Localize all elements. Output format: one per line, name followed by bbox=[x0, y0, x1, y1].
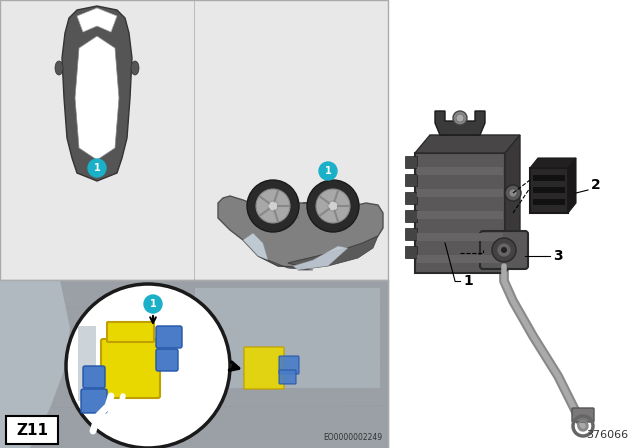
FancyBboxPatch shape bbox=[81, 389, 107, 413]
Ellipse shape bbox=[505, 185, 521, 201]
Text: EO0000002249: EO0000002249 bbox=[323, 433, 382, 442]
Circle shape bbox=[256, 189, 290, 223]
Bar bbox=[417, 233, 503, 241]
Polygon shape bbox=[0, 280, 70, 448]
Bar bbox=[405, 192, 417, 204]
Bar bbox=[417, 189, 503, 197]
Text: 3: 3 bbox=[553, 249, 563, 263]
Text: 1: 1 bbox=[93, 163, 100, 173]
Polygon shape bbox=[505, 135, 520, 273]
Polygon shape bbox=[243, 233, 268, 260]
Circle shape bbox=[501, 247, 507, 253]
Polygon shape bbox=[415, 135, 520, 153]
Bar bbox=[405, 228, 417, 240]
Text: 1: 1 bbox=[324, 166, 332, 176]
FancyBboxPatch shape bbox=[6, 416, 58, 444]
Polygon shape bbox=[530, 158, 576, 168]
Polygon shape bbox=[218, 196, 383, 268]
Ellipse shape bbox=[55, 61, 63, 75]
Text: 376066: 376066 bbox=[586, 430, 628, 440]
Text: 1: 1 bbox=[150, 299, 156, 309]
FancyBboxPatch shape bbox=[279, 370, 296, 384]
Bar bbox=[405, 246, 417, 258]
Bar bbox=[405, 174, 417, 186]
Bar bbox=[0, 280, 388, 448]
Bar bbox=[405, 156, 417, 168]
Polygon shape bbox=[435, 111, 485, 135]
Text: 2: 2 bbox=[591, 178, 601, 192]
Circle shape bbox=[144, 295, 162, 313]
Ellipse shape bbox=[509, 189, 517, 197]
FancyBboxPatch shape bbox=[83, 366, 105, 388]
Bar bbox=[78, 326, 96, 401]
FancyBboxPatch shape bbox=[101, 339, 160, 398]
FancyBboxPatch shape bbox=[244, 347, 284, 389]
Circle shape bbox=[492, 238, 516, 262]
Polygon shape bbox=[62, 6, 132, 181]
Bar bbox=[0, 0, 388, 448]
FancyBboxPatch shape bbox=[480, 231, 528, 269]
Ellipse shape bbox=[131, 61, 139, 75]
Circle shape bbox=[247, 180, 299, 232]
Bar bbox=[195, 288, 380, 388]
Polygon shape bbox=[293, 246, 348, 270]
Bar bbox=[533, 199, 565, 205]
Polygon shape bbox=[77, 8, 117, 32]
Bar bbox=[417, 211, 503, 219]
Polygon shape bbox=[258, 236, 378, 270]
FancyBboxPatch shape bbox=[156, 349, 178, 371]
Circle shape bbox=[319, 162, 337, 180]
Circle shape bbox=[328, 201, 338, 211]
FancyBboxPatch shape bbox=[279, 356, 299, 374]
Circle shape bbox=[268, 201, 278, 211]
Bar bbox=[405, 210, 417, 222]
FancyBboxPatch shape bbox=[156, 326, 182, 348]
Bar bbox=[530, 168, 568, 213]
Bar bbox=[415, 153, 505, 273]
Circle shape bbox=[66, 284, 230, 448]
Circle shape bbox=[497, 243, 511, 257]
Polygon shape bbox=[568, 158, 576, 213]
Bar bbox=[417, 255, 503, 263]
Bar bbox=[533, 187, 565, 193]
FancyBboxPatch shape bbox=[107, 322, 154, 342]
FancyBboxPatch shape bbox=[572, 408, 594, 422]
Circle shape bbox=[456, 114, 464, 122]
Polygon shape bbox=[75, 36, 119, 160]
Circle shape bbox=[453, 111, 467, 125]
Circle shape bbox=[88, 159, 106, 177]
Text: 1: 1 bbox=[463, 274, 473, 288]
Bar bbox=[533, 175, 565, 181]
Circle shape bbox=[316, 189, 350, 223]
Bar bbox=[417, 167, 503, 175]
Text: Z11: Z11 bbox=[16, 422, 48, 438]
Circle shape bbox=[307, 180, 359, 232]
